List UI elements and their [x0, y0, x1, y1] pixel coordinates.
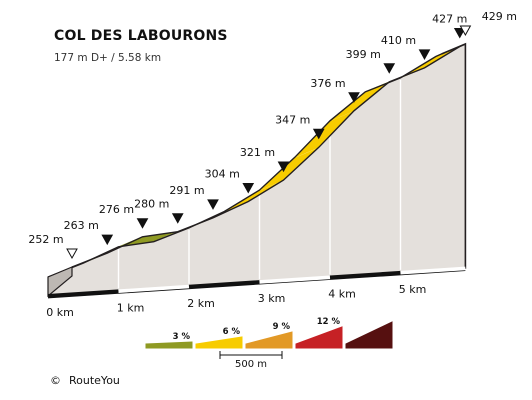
waypoint-marker-icon — [207, 199, 219, 210]
km-tick-label: 3 km — [258, 292, 286, 305]
km-tick-label: 5 km — [399, 283, 427, 296]
gradient-legend-swatch — [195, 336, 243, 349]
credit-text: RouteYou — [69, 374, 120, 387]
waypoint-marker-icon — [348, 92, 360, 103]
summit-marker-icon — [66, 248, 78, 260]
gradient-legend-swatch — [145, 341, 193, 349]
gradient-legend-label: 3 % — [173, 332, 191, 342]
chart-title: COL DES LABOURONS — [54, 28, 228, 44]
routeyou-credit: © RouteYou — [50, 374, 120, 387]
km-tick-label: 4 km — [328, 288, 356, 301]
elevation-label: 410 m — [381, 34, 416, 47]
gradient-legend-swatch — [345, 321, 393, 349]
copyright-icon: © — [50, 374, 61, 387]
waypoint-marker-icon — [453, 28, 466, 39]
elevation-label: 399 m — [346, 48, 381, 61]
profile-back-edge — [71, 43, 466, 268]
elevation-label: 276 m — [99, 203, 134, 216]
distance-bar-segment — [118, 284, 190, 294]
elevation-label: 291 m — [169, 184, 204, 197]
elevation-label: 427 m — [432, 13, 467, 26]
elevation-label: 429 m — [482, 10, 517, 23]
distance-bar-segment — [329, 270, 401, 280]
distance-bar-segment — [259, 275, 331, 285]
profile-start-face — [47, 266, 73, 298]
km-tick-label: 0 km — [46, 306, 74, 319]
distance-bar-segment — [47, 289, 119, 298]
waypoint-marker-icon — [101, 234, 114, 246]
scale-bar-label: 500 m — [235, 359, 267, 370]
gradient-legend-label: 6 % — [223, 327, 241, 337]
gradient-legend-swatch — [245, 331, 293, 349]
elevation-label: 376 m — [310, 77, 345, 90]
profile-side-wall — [48, 44, 466, 296]
profile-end-edge — [441, 42, 467, 269]
waypoint-marker-icon — [136, 218, 149, 229]
gradient-legend-swatch — [295, 326, 343, 349]
waypoint-marker-icon — [418, 49, 431, 60]
km-tick-label: 1 km — [117, 301, 145, 314]
gradient-legend-label: 9 % — [273, 322, 291, 332]
waypoint-marker-icon — [277, 161, 290, 173]
elevation-label: 263 m — [64, 219, 99, 232]
waypoint-marker-icon — [171, 213, 184, 224]
waypoint-marker-icon — [383, 63, 396, 74]
gradient-legend-label: 12 % — [317, 317, 341, 327]
summit-marker-icon — [459, 25, 472, 37]
elevation-label: 321 m — [240, 146, 275, 159]
elevation-label: 347 m — [275, 113, 310, 126]
distance-bar-segment — [400, 266, 466, 275]
distance-bar-outline — [47, 270, 466, 299]
waypoint-marker-icon — [312, 128, 325, 140]
km-tick-label: 2 km — [187, 297, 215, 310]
waypoint-marker-icon — [242, 182, 255, 194]
distance-bar-segment — [188, 280, 260, 289]
route-stats: 177 m D+ / 5.58 km — [54, 52, 162, 64]
elevation-label: 252 m — [28, 233, 63, 246]
profile-front-edge — [47, 53, 442, 278]
elevation-label: 280 m — [134, 198, 169, 211]
elevation-label: 304 m — [205, 167, 240, 180]
